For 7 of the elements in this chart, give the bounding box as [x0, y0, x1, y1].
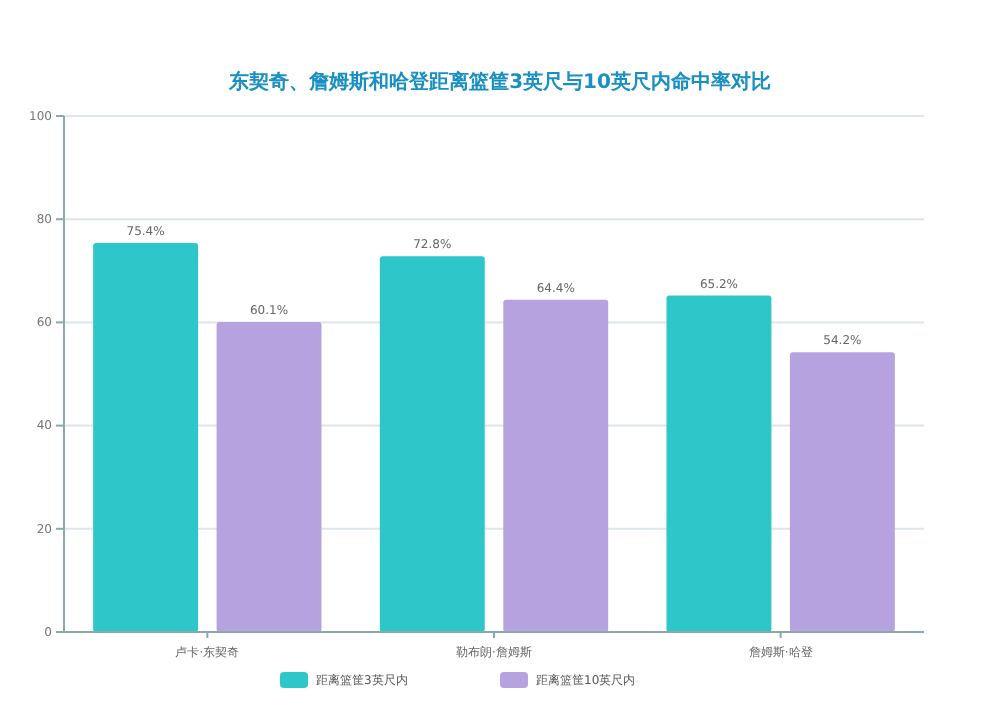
bar	[216, 321, 322, 632]
chart-title: 东契奇、詹姆斯和哈登距离篮筐3英尺与10英尺内命中率对比	[227, 70, 771, 94]
bar	[503, 299, 609, 632]
bar	[789, 352, 895, 632]
bar	[93, 242, 199, 632]
bar	[379, 256, 485, 632]
bar	[666, 295, 772, 632]
